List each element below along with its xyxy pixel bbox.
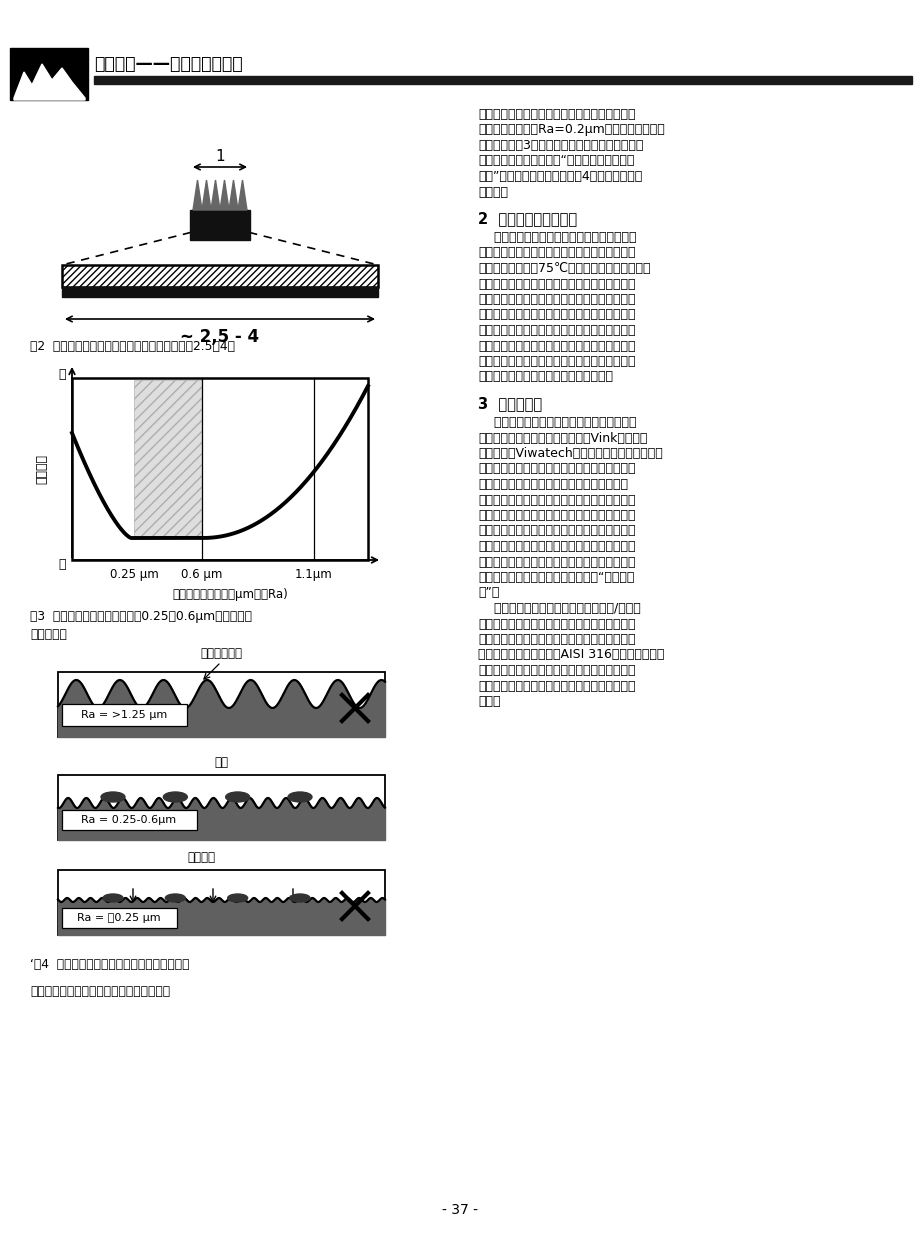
Text: 是不锈锡表面为乳白色，外观不太漂亮。: 是不锈锡表面为乳白色，外观不太漂亮。 xyxy=(478,370,612,383)
Text: 不锈应用——生活中的不锈锡: 不锈应用——生活中的不锈锡 xyxy=(94,55,243,73)
Text: 实情况。: 实情况。 xyxy=(478,185,507,199)
Text: 更大。: 更大。 xyxy=(478,695,500,708)
Bar xyxy=(62,907,176,928)
Text: 2  噴射带有磨料的干冰: 2 噴射带有磨料的干冰 xyxy=(478,211,576,226)
Text: 不理想，当在空气中时蒸发相对较快，使盐和氧: 不理想，当在空气中时蒸发相对较快，使盐和氧 xyxy=(478,618,635,630)
Ellipse shape xyxy=(165,894,185,903)
Text: 有一种鲜为人知的方法，就是通过噴射干冰加磨: 有一种鲜为人知的方法，就是通过噴射干冰加磨 xyxy=(478,247,635,259)
Bar xyxy=(10,48,88,100)
Ellipse shape xyxy=(103,894,123,903)
Text: 1.1μm: 1.1μm xyxy=(295,568,333,581)
Text: 这种工艺的效果不错，但缺点是生产期间的噪音: 这种工艺的效果不错，但缺点是生产期间的噪音 xyxy=(478,324,635,337)
Text: ~ 2,5 - 4: ~ 2,5 - 4 xyxy=(180,328,259,346)
Text: 图2  有时，研磨表面的粗糙度比抛光表面的要大2.5～4倍: 图2 有时，研磨表面的粗糙度比抛光表面的要大2.5～4倍 xyxy=(30,340,234,353)
Bar xyxy=(190,210,250,240)
Text: 外表面的影响尤为突出。特别是研磨表面受影响: 外表面的影响尤为突出。特别是研磨表面受影响 xyxy=(478,679,635,693)
Bar xyxy=(94,76,911,84)
Ellipse shape xyxy=(225,792,249,801)
Text: 差: 差 xyxy=(59,367,66,381)
Text: 1: 1 xyxy=(215,149,224,164)
Polygon shape xyxy=(193,180,202,210)
Text: 生产后除了粉尘外，不会有水分。还有一个缺点: 生产后除了粉尘外，不会有水分。还有一个缺点 xyxy=(478,355,635,367)
Bar xyxy=(58,776,384,840)
Ellipse shape xyxy=(288,792,312,801)
Text: 表面产生升华及热震，磨料可彻底消除退火色。: 表面产生升华及热震，磨料可彻底消除退火色。 xyxy=(478,308,635,322)
Ellipse shape xyxy=(289,894,310,903)
Text: 种腐蚀。海水或微咏水的悬浮微粒对不锈锡家具: 种腐蚀。海水或微咏水的悬浮微粒对不锈锡家具 xyxy=(478,665,635,677)
Text: 细菌: 细菌 xyxy=(214,756,228,769)
Text: Ra = >1.25 μm: Ra = >1.25 μm xyxy=(81,710,167,720)
Polygon shape xyxy=(202,180,210,210)
Polygon shape xyxy=(220,180,229,210)
Bar xyxy=(62,265,378,287)
Text: 料一起噴到不锈锡表面，其结果是在非常短的时: 料一起噴到不锈锡表面，其结果是在非常短的时 xyxy=(478,277,635,291)
Text: 耐腐蚀性能。因此可防止产生有害的“污垃下侵: 耐腐蚀性能。因此可防止产生有害的“污垃下侵 xyxy=(478,571,634,584)
Polygon shape xyxy=(14,64,85,100)
Text: 增大表面粗糙度（按μm计，Ra): 增大表面粗糙度（按μm计，Ra) xyxy=(172,588,288,600)
Text: 各种类型细菌: 各种类型细菌 xyxy=(199,647,242,660)
Text: 料的方法。把在－75℃凝固的碘晶粒与少量的磨: 料的方法。把在－75℃凝固的碘晶粒与少量的磨 xyxy=(478,261,650,275)
Text: 地去除退火色和有害的污染。而且，处理后表面: 地去除退火色和有害的污染。而且，处理后表面 xyxy=(478,524,635,538)
Text: Ra = 兰0.25 μm: Ra = 兰0.25 μm xyxy=(77,912,161,924)
Text: 变大，当粗糙度在Ra=0.2μm以下时会生成危险: 变大，当粗糙度在Ra=0.2μm以下时会生成危险 xyxy=(478,123,664,137)
Bar xyxy=(72,379,368,560)
Text: 间内，二氧化碗从固态转化为蒸气。这在不锈锡: 间内，二氧化碗从固态转化为蒸气。这在不锈锡 xyxy=(478,293,635,306)
Text: 清洗”这条规则并不总适用。图4所示为发生的真: 清洗”这条规则并不总适用。图4所示为发生的真 xyxy=(478,170,641,182)
Text: 因此，重要的是表面要平滑，但是，也不能: 因此，重要的是表面要平滑，但是，也不能 xyxy=(30,985,170,997)
Text: 太光滑，太光滑则使表面和微生物之间的粘合力: 太光滑，太光滑则使表面和微生物之间的粘合力 xyxy=(478,109,635,121)
Text: 0.25 μm: 0.25 μm xyxy=(109,568,158,581)
Ellipse shape xyxy=(101,792,125,801)
Text: 去除不想要的或烧损的不锈锡表面退火色还: 去除不想要的或烧损的不锈锡表面退火色还 xyxy=(478,231,636,244)
Text: ‘图4  如果表面太光滑，就很难从表面去除细菌: ‘图4 如果表面太光滑，就很难从表面去除细菌 xyxy=(30,958,189,972)
Text: 好: 好 xyxy=(59,557,66,571)
Bar xyxy=(62,704,187,726)
Text: 3  水噴射处理: 3 水噴射处理 xyxy=(478,396,541,411)
Text: 化物的浓度增加。换句话说，它们对不锈锡有非: 化物的浓度增加。换句话说，它们对不锈锡有非 xyxy=(478,633,635,646)
Bar xyxy=(134,380,202,538)
Ellipse shape xyxy=(227,894,247,903)
Polygon shape xyxy=(210,180,220,210)
Text: 的生物膜。图3所示为可清洁性与粗糙度的关系。: 的生物膜。图3所示为可清洁性与粗糙度的关系。 xyxy=(478,139,642,152)
Text: 太大，而且，生产需要干冰，价格较贵。优点是: 太大，而且，生产需要干冰，价格较贵。优点是 xyxy=(478,339,635,353)
Polygon shape xyxy=(238,180,246,210)
Text: 可清洁性: 可清洁性 xyxy=(36,454,49,485)
Text: 蚀”。: 蚀”。 xyxy=(478,587,499,599)
Bar xyxy=(58,672,384,737)
Text: - 37 -: - 37 - xyxy=(441,1203,478,1217)
Ellipse shape xyxy=(164,792,187,801)
Text: 料，用来取代酸洗的作用。所有的溶液是在高压: 料，用来取代酸洗的作用。所有的溶液是在高压 xyxy=(478,493,635,507)
Text: 氧化物的专用富氧水。这种水在去除旧的氧化膜: 氧化物的专用富氧水。这种水在去除旧的氧化膜 xyxy=(478,462,635,476)
Text: 0.6 μm: 0.6 μm xyxy=(181,568,222,581)
Polygon shape xyxy=(229,180,238,210)
Text: 的粗糙度又有降低污垃沉积倾向，进一步提高了: 的粗糙度又有降低污垃沉积倾向，进一步提高了 xyxy=(478,556,635,568)
Text: 常强的腐蚀作用，即使是AISI 316不锈锡也不耐这: 常强的腐蚀作用，即使是AISI 316不锈锡也不耐这 xyxy=(478,649,664,661)
Text: 后可迅速使氧化铬钗化膜形成。水中加入研磨: 后可迅速使氧化铬钗化膜形成。水中加入研磨 xyxy=(478,478,628,491)
Text: 得到了修复，优化了耐腐蚀性能。形成相对较低: 得到了修复，优化了耐腐蚀性能。形成相对较低 xyxy=(478,540,635,552)
Text: 由于海水或微咏水的悬浮微粒的表面/体积比: 由于海水或微咏水的悬浮微粒的表面/体积比 xyxy=(478,602,640,615)
Text: 换句话说，在实际当中，“表面越光滑，越易于: 换句话说，在实际当中，“表面越光滑，越易于 xyxy=(478,154,634,168)
Text: 的，称之为Viwatech。该技术采用的是几乎不含: 的，称之为Viwatech。该技术采用的是几乎不含 xyxy=(478,448,662,460)
Text: 下按照特定的平衡比噴到整个工件上的，能彻底: 下按照特定的平衡比噴到整个工件上的，能彻底 xyxy=(478,509,635,522)
Text: 图3  如果不锈锡的表面粗糙度在0.25～0.6μm之间，清洁
起来最容易: 图3 如果不锈锡的表面粗糙度在0.25～0.6μm之间，清洁 起来最容易 xyxy=(30,610,252,641)
Text: Ra = 0.25-0.6μm: Ra = 0.25-0.6μm xyxy=(82,815,176,825)
Text: 粘结太紧: 粘结太紧 xyxy=(187,851,215,864)
Text: 就是水噴射处理技术。该技术是由Vink公司开发: 就是水噴射处理技术。该技术是由Vink公司开发 xyxy=(478,432,647,445)
Bar xyxy=(62,810,197,830)
Text: 近年来，荷兰开发了一种独特的崭新技术，: 近年来，荷兰开发了一种独特的崭新技术， xyxy=(478,416,636,429)
Bar xyxy=(62,287,378,297)
Bar xyxy=(58,870,384,935)
